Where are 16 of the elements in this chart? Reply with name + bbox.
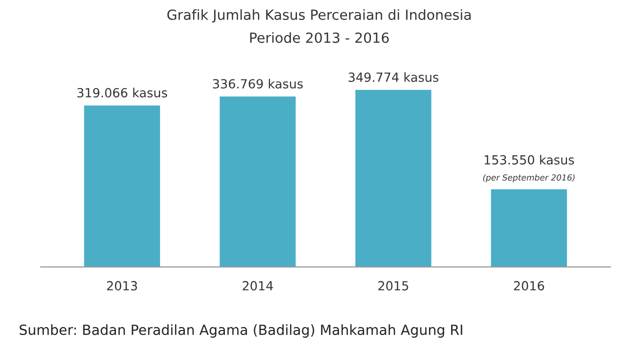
- x-tick-label: 2016: [514, 281, 544, 290]
- chart-subtitle: Periode 2013 - 2016: [250, 32, 389, 43]
- x-tick-label: 2014: [242, 281, 273, 290]
- x-tick-label: 2015: [378, 281, 408, 290]
- bar: [490, 189, 567, 267]
- annotation: (per September 2016): [483, 174, 575, 182]
- bar: [84, 105, 160, 267]
- x-tick-label: 2013: [107, 281, 137, 290]
- data-label: 153.550 kasus: [484, 154, 574, 165]
- chart-title: Grafik Jumlah Kasus Perceraian di Indonesia: [167, 9, 471, 23]
- text: Sumber: Badan Peradilan Agama (Badilag) Mahkamah Agung RI: [20, 324, 462, 338]
- data-label: 336.769 kasus: [213, 78, 303, 89]
- data-label: 319.066 kasus: [77, 88, 168, 98]
- bar: [355, 90, 432, 267]
- data-label: 349.774 kasus: [348, 72, 438, 82]
- bar: [220, 96, 296, 267]
